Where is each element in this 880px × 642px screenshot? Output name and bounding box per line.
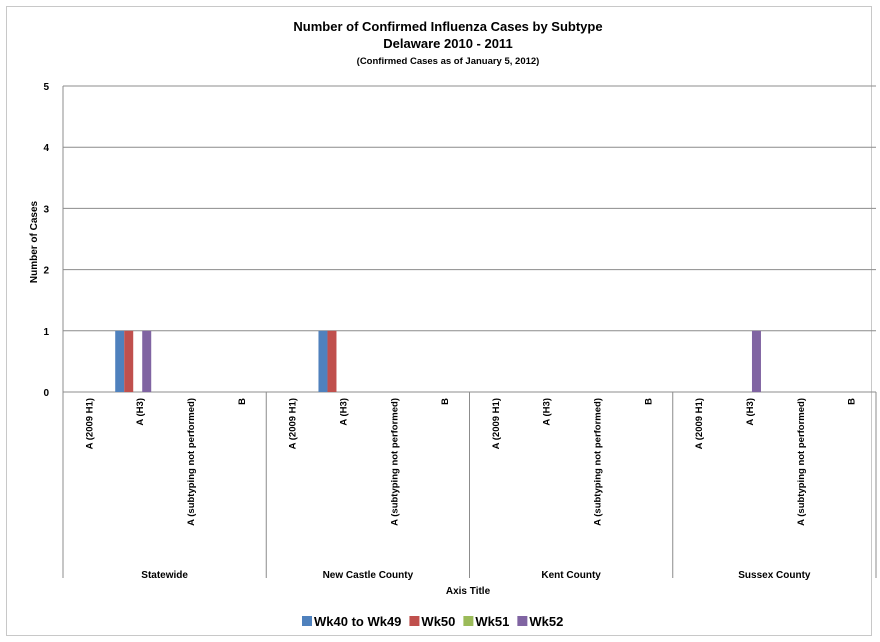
bar [327, 330, 337, 392]
category-label: A (subtyping not performed) [186, 398, 197, 526]
chart-subtitle-note: (Confirmed Cases as of January 5, 2012) [357, 56, 540, 67]
legend-swatch [302, 616, 312, 626]
legend-swatch [517, 616, 528, 626]
legend-entry: Wk52 [529, 614, 563, 629]
category-label: B [643, 398, 654, 405]
chart-subtitle: Delaware 2010 - 2011 [383, 36, 512, 51]
y-tick-label: 5 [43, 82, 49, 93]
legend-entry: Wk40 to Wk49 [314, 614, 401, 629]
category-label: B [237, 398, 248, 405]
category-label: B [847, 398, 858, 405]
bar [751, 330, 761, 392]
legend-swatch [463, 616, 474, 626]
y-tick-label: 3 [43, 204, 49, 215]
y-tick-label: 2 [43, 266, 49, 277]
category-label: A (subtyping not performed) [389, 398, 400, 526]
y-tick-label: 1 [43, 327, 49, 338]
category-label: A (subtyping not performed) [796, 398, 807, 526]
group-label: Kent County [541, 570, 601, 581]
y-tick-label: 0 [43, 388, 49, 399]
bar [142, 330, 152, 392]
category-label: A (2009 H1) [491, 398, 502, 449]
category-label: A (H3) [745, 398, 756, 426]
legend-swatch [409, 616, 420, 626]
legend: Wk40 to Wk49 Wk50 Wk51 Wk52 [302, 614, 563, 629]
category-label: A (2009 H1) [288, 398, 299, 449]
category-label: A (H3) [135, 398, 146, 426]
legend-entry: Wk50 [421, 614, 455, 629]
x-axis-title: Axis Title [446, 586, 491, 597]
bar [318, 330, 328, 392]
bar [115, 330, 125, 392]
group-label: New Castle County [323, 570, 414, 581]
category-label: A (2009 H1) [84, 398, 95, 449]
group-label: Sussex County [738, 570, 811, 581]
bar [124, 330, 134, 392]
category-label: A (H3) [542, 398, 553, 426]
category-label: A (subtyping not performed) [593, 398, 604, 526]
group-label: Statewide [141, 570, 188, 581]
legend-entry: Wk51 [475, 614, 509, 629]
category-label: B [440, 398, 451, 405]
y-tick-label: 4 [43, 143, 49, 154]
plot-area: 0 1 2 3 4 5 Statewide A (2009 H1) A (H3) A (subty… [43, 82, 877, 581]
y-axis-title: Number of Cases [29, 200, 40, 283]
chart-title: Number of Confirmed Influenza Cases by S… [293, 19, 602, 34]
category-label: A (2009 H1) [694, 398, 705, 449]
category-label: A (H3) [338, 398, 349, 426]
chart-frame [6, 6, 872, 636]
